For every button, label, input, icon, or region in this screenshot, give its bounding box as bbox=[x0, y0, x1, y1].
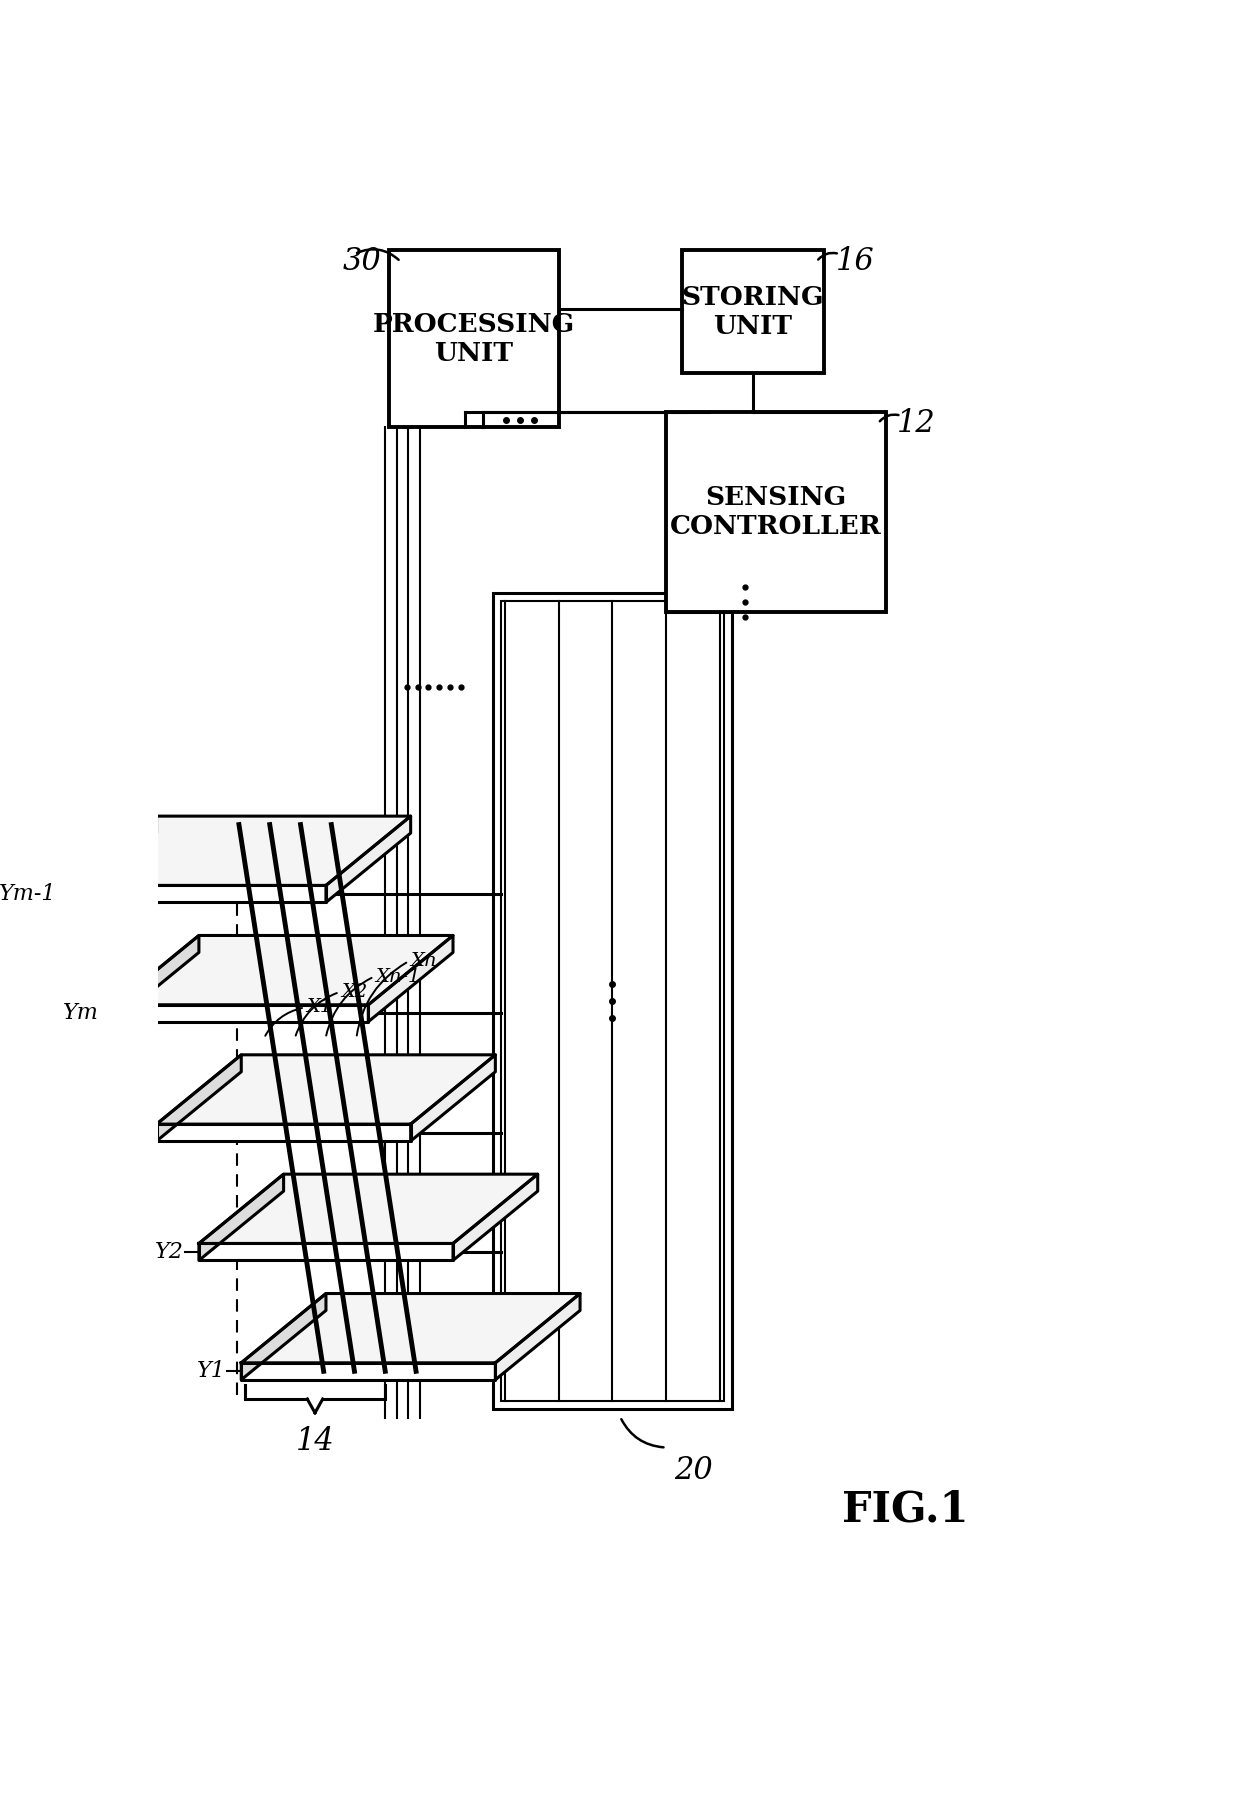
Polygon shape bbox=[114, 1004, 368, 1022]
Text: X2: X2 bbox=[341, 982, 367, 1000]
Polygon shape bbox=[495, 1293, 580, 1379]
Polygon shape bbox=[114, 936, 198, 1022]
Polygon shape bbox=[156, 1124, 410, 1140]
Text: 16: 16 bbox=[836, 246, 874, 277]
Text: 30: 30 bbox=[343, 246, 382, 277]
Polygon shape bbox=[242, 1363, 495, 1379]
Text: Xn-1: Xn-1 bbox=[376, 968, 422, 986]
Polygon shape bbox=[156, 1054, 495, 1124]
Bar bbox=[389, 250, 558, 427]
Text: 12: 12 bbox=[898, 408, 936, 438]
Text: SENSING
CONTROLLER: SENSING CONTROLLER bbox=[670, 485, 882, 539]
Polygon shape bbox=[72, 885, 326, 902]
Text: Y1: Y1 bbox=[197, 1360, 226, 1383]
Polygon shape bbox=[72, 815, 156, 902]
Polygon shape bbox=[326, 815, 410, 902]
Polygon shape bbox=[410, 1054, 495, 1140]
Text: STORING
UNIT: STORING UNIT bbox=[682, 286, 825, 339]
Polygon shape bbox=[198, 1175, 284, 1261]
Polygon shape bbox=[114, 936, 453, 1004]
Bar bbox=[666, 411, 885, 612]
Bar bbox=[494, 593, 732, 1410]
Text: Y2: Y2 bbox=[155, 1241, 184, 1263]
Text: Xn: Xn bbox=[410, 952, 436, 970]
Text: Ym-1: Ym-1 bbox=[0, 884, 57, 905]
Text: 20: 20 bbox=[675, 1455, 713, 1487]
Polygon shape bbox=[198, 1243, 453, 1261]
Text: FIG.1: FIG.1 bbox=[842, 1489, 968, 1530]
Polygon shape bbox=[453, 1175, 538, 1261]
Polygon shape bbox=[198, 1175, 538, 1243]
Polygon shape bbox=[368, 936, 453, 1022]
Text: 14: 14 bbox=[295, 1426, 335, 1457]
Polygon shape bbox=[72, 815, 410, 885]
Polygon shape bbox=[156, 1054, 242, 1140]
Text: X1: X1 bbox=[306, 999, 332, 1017]
Bar bbox=[682, 250, 825, 374]
Bar bbox=[501, 600, 724, 1401]
Polygon shape bbox=[242, 1293, 326, 1379]
Polygon shape bbox=[242, 1293, 580, 1363]
Text: Ym: Ym bbox=[63, 1002, 99, 1024]
Text: PROCESSING
UNIT: PROCESSING UNIT bbox=[373, 313, 575, 366]
